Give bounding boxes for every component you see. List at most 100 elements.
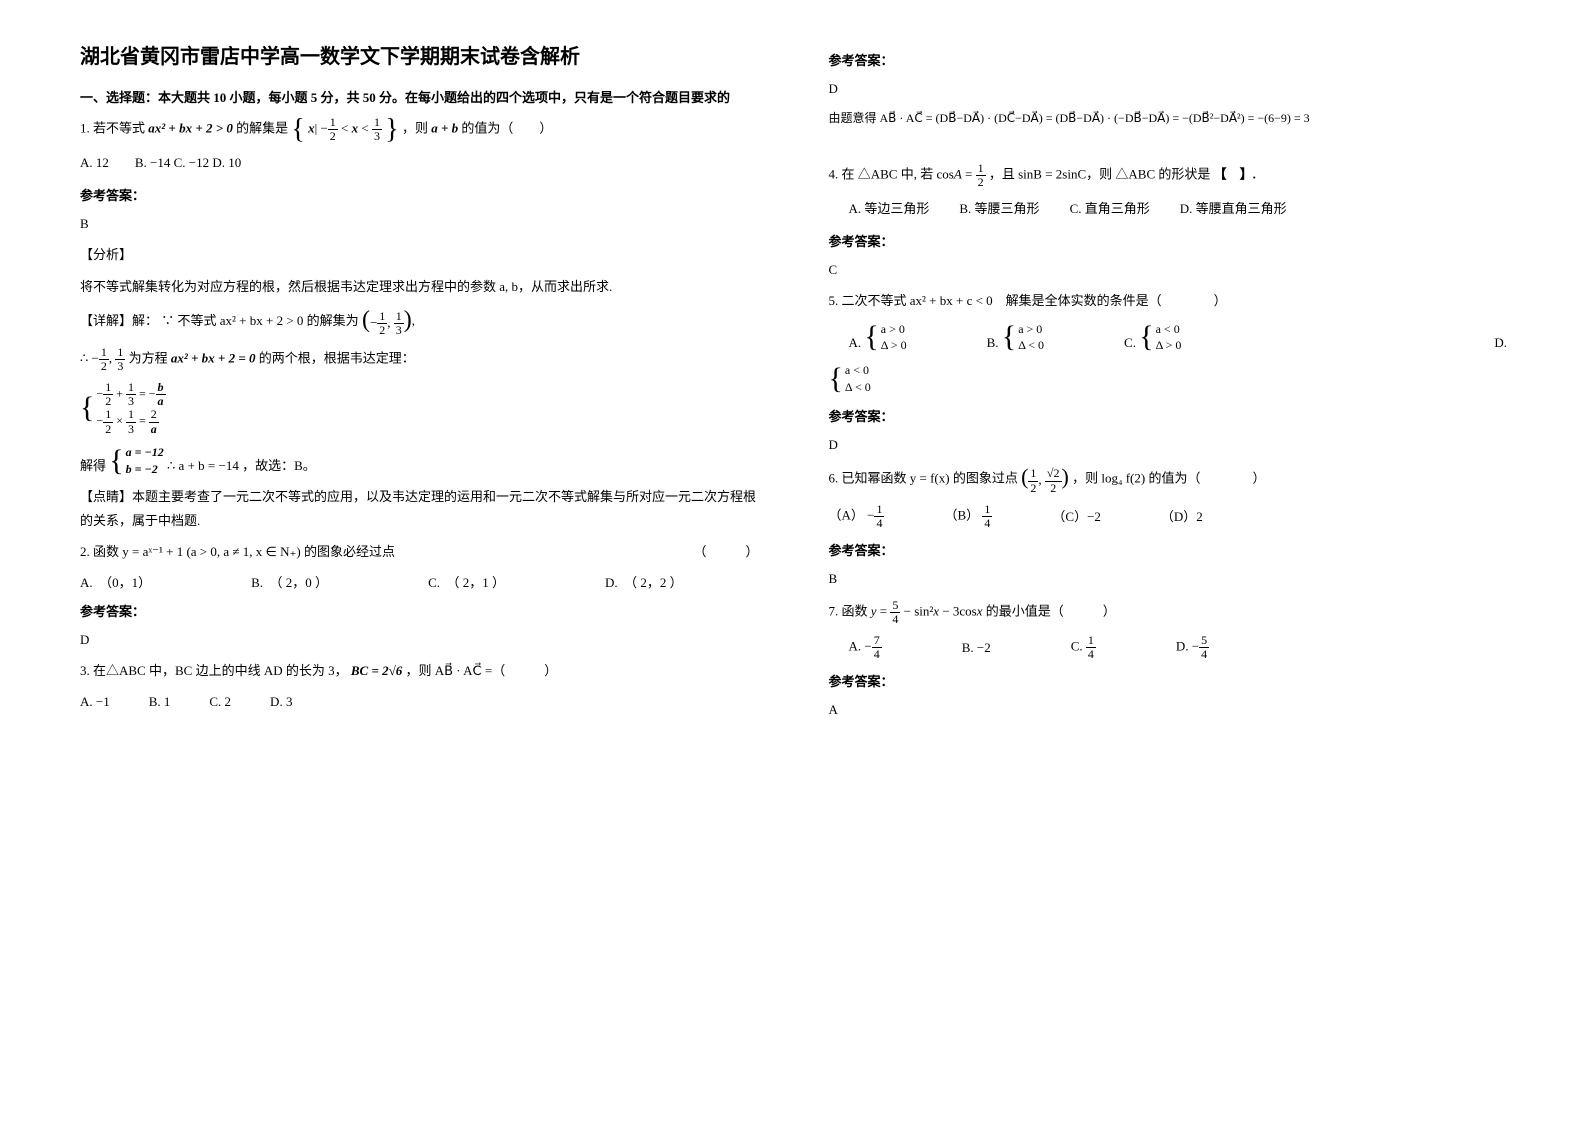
q7-options: A. −74 B. −2 C. 14 D. −54 <box>829 634 1508 661</box>
q5-b2: Δ < 0 <box>1018 337 1044 354</box>
q1-ans: B <box>80 212 759 235</box>
q6-stem-text: 6. 已知幂函数 y = f(x) 的图象过点 <box>829 470 1018 485</box>
q1-comment-text: 本题主要考查了一元二次不等式的应用，以及韦达定理的运用和一元二次不等式解集与所对… <box>80 489 756 527</box>
q7-optB: −2 <box>977 640 991 655</box>
q6-mid: ，则 log₄ f(2) 的值为（ ） <box>1072 470 1265 485</box>
q3-explain: 由题意得 AB⃗ · AC⃗ = (DB⃗−DA⃗) · (DC⃗−DA⃗) =… <box>829 108 1508 130</box>
q7-labelA: A. <box>849 639 862 654</box>
q3-stem-text: 3. 在△ABC 中，BC 边上的中线 AD 的长为 3， <box>80 663 348 678</box>
q1-tail: 的值为（ ） <box>461 121 552 136</box>
q4-bracket: 【 】. <box>1214 167 1256 182</box>
q1-stem: 1. 若不等式 ax² + bx + 2 > 0 的解集是 { x| −12 <… <box>80 116 759 143</box>
q5-optD: {a < 0Δ < 0 <box>829 362 1508 396</box>
q3-ans: D <box>829 77 1508 100</box>
q5-d1: a < 0 <box>845 362 871 379</box>
q1-comment: 【点睛】本题主要考查了一元二次不等式的应用，以及韦达定理的运用和一元二次不等式解… <box>80 485 759 532</box>
q1-set: x| −12 < x < 13 <box>308 116 382 143</box>
q7-labelC: C. <box>1071 639 1083 654</box>
q5-a1: a > 0 <box>881 321 907 338</box>
q4-expr1: cosA = 12 <box>936 162 985 189</box>
q2-blank: （ ） <box>693 540 758 563</box>
q1-ans-label: 参考答案： <box>80 185 759 204</box>
q4-mid: ，且 sinB = 2sinC，则 △ABC 的形状是 <box>989 167 1211 182</box>
q4-ans: C <box>829 258 1508 281</box>
doc-title: 湖北省黄冈市雷店中学高一数学文下学期期末试卷含解析 <box>80 40 759 69</box>
q4-optB: B. 等腰三角形 <box>959 197 1039 220</box>
q1-mid1: 的解集是 <box>236 121 288 136</box>
q4-optC: C. 直角三角形 <box>1070 197 1150 220</box>
q1-solve-label: 解得 <box>80 458 106 473</box>
q4-optA: A. 等边三角形 <box>849 197 930 220</box>
q6-optC: （C）−2 <box>1052 505 1101 528</box>
q5-stem: 5. 二次不等式 ax² + bx + c < 0 解集是全体实数的条件是（ ） <box>829 289 1508 312</box>
q2-optA: A. （0，1） <box>80 572 151 591</box>
q3-expr: BC = 2√6 <box>351 663 402 678</box>
q5-labelC: C. <box>1124 334 1136 349</box>
q2-ans: D <box>80 628 759 651</box>
q5-c2: Δ > 0 <box>1156 337 1182 354</box>
q6-ans: B <box>829 567 1508 590</box>
q4-options: A. 等边三角形 B. 等腰三角形 C. 直角三角形 D. 等腰直角三角形 <box>829 197 1508 220</box>
q2-optB: B. （ 2，0 ） <box>251 572 328 591</box>
q7-stem: 7. 函数 y = 54 − sin²x − 3cosx 的最小值是（ ） <box>829 599 1508 626</box>
q7-pre: 7. 函数 <box>829 603 868 618</box>
q1-detail-label: 【详解】解： <box>80 313 158 328</box>
q2-stem-text: 2. 函数 y = aˣ⁻¹ + 1 (a > 0, a ≠ 1, x ∈ N₊… <box>80 544 395 559</box>
q6-ans-label: 参考答案： <box>829 540 1508 559</box>
q5-ans-label: 参考答案： <box>829 406 1508 425</box>
q4-optD: D. 等腰直角三角形 <box>1180 197 1287 220</box>
q7-tail: 的最小值是（ ） <box>986 603 1116 618</box>
q6-point: (12, √22) <box>1021 464 1069 495</box>
q3-ans-label: 参考答案： <box>829 50 1508 69</box>
q5-b1: a > 0 <box>1018 321 1044 338</box>
q6-optD: （D）2 <box>1161 505 1203 528</box>
q1-detail-1: 【详解】解： ∵ 不等式 ax² + bx + 2 > 0 的解集为 (−12,… <box>80 306 759 338</box>
q1-prefix: 1. 若不等式 <box>80 121 145 136</box>
q1-detail-1-text: ∵ 不等式 ax² + bx + 2 > 0 的解集为 <box>161 313 358 328</box>
q1-system1: { −12 + 13 = −ba −12 × 13 = 2a <box>80 381 759 436</box>
q1-options: A. 12 B. −14 C. −12 D. 10 <box>80 151 759 174</box>
q4-stem: 4. 在 △ABC 中, 若 cosA = 12 ，且 sinB = 2sinC… <box>829 162 1508 189</box>
q3-stem: 3. 在△ABC 中，BC 边上的中线 AD 的长为 3， BC = 2√6 ，… <box>80 659 759 682</box>
q1-solve: 解得 { a = −12 b = −2 ∴ a + b = −14 ，故选：B。 <box>80 444 759 478</box>
q6-optA-label: （A） <box>829 507 864 522</box>
q7-ans: A <box>829 698 1508 721</box>
q1-solve-end: ，故选：B。 <box>242 458 316 473</box>
section-1-header: 一、选择题：本大题共 10 小题，每小题 5 分，共 50 分。在每小题给出的四… <box>80 87 759 106</box>
q5-ans: D <box>829 433 1508 456</box>
q6-optB-label: （B） <box>944 507 979 522</box>
q1-comment-label: 【点睛】 <box>80 489 132 504</box>
q3-options: A. −1 B. 1 C. 2 D. 3 <box>80 690 759 713</box>
q2-optD: D. （ 2，2 ） <box>605 572 683 591</box>
q5-d2: Δ < 0 <box>845 379 871 396</box>
q2-options: A. （0，1） B. （ 2，0 ） C. （ 2，1 ） D. （ 2，2 … <box>80 572 759 591</box>
q1-detail-2: ∴ −12, 13 为方程 ax² + bx + 2 = 0 的两个根，根据韦达… <box>80 346 759 373</box>
q3-tail: ，则 AB⃗ · AC⃗ =（ ） <box>406 663 558 678</box>
q5-labelB: B. <box>987 334 999 349</box>
q1-expr1: ax² + bx + 2 > 0 <box>148 121 233 136</box>
q5-c1: a < 0 <box>1156 321 1182 338</box>
q7-ans-label: 参考答案： <box>829 671 1508 690</box>
q7-expr: y = 54 − sin²x − 3cosx <box>871 599 983 626</box>
set-lbrace: { <box>291 117 304 142</box>
q1-mid2: ，则 <box>402 121 428 136</box>
q2-ans-label: 参考答案： <box>80 601 759 620</box>
q5-options-row1: A. {a > 0Δ > 0 B. {a > 0Δ < 0 C. {a < 0Δ… <box>829 321 1508 355</box>
q7-labelD: D. <box>1176 639 1189 654</box>
q6-options: （A） −14 （B） 14 （C）−2 （D）2 <box>829 503 1508 530</box>
q5-labelA: A. <box>849 334 862 349</box>
q1-interval: (−12, 13) <box>362 306 412 338</box>
q4-ans-label: 参考答案： <box>829 231 1508 250</box>
q6-stem: 6. 已知幂函数 y = f(x) 的图象过点 (12, √22) ，则 log… <box>829 464 1508 495</box>
q5-a2: Δ > 0 <box>881 337 907 354</box>
q1-expr2: a + b <box>431 121 458 136</box>
q7-labelB: B. <box>962 640 974 655</box>
q1-analysis: 将不等式解集转化为对应方程的根，然后根据韦达定理求出方程中的参数 a, b，从而… <box>80 275 759 298</box>
q1-analysis-label: 【分析】 <box>80 243 759 266</box>
set-rbrace: } <box>385 117 398 142</box>
q1-solve-tail: ∴ a + b = −14 <box>167 458 239 473</box>
q5-labelD: D. <box>1494 331 1507 354</box>
q2-optC: C. （ 2，1 ） <box>428 572 505 591</box>
q4-stem-text: 4. 在 △ABC 中, 若 <box>829 167 934 182</box>
q2-stem: 2. 函数 y = aˣ⁻¹ + 1 (a > 0, a ≠ 1, x ∈ N₊… <box>80 540 759 563</box>
